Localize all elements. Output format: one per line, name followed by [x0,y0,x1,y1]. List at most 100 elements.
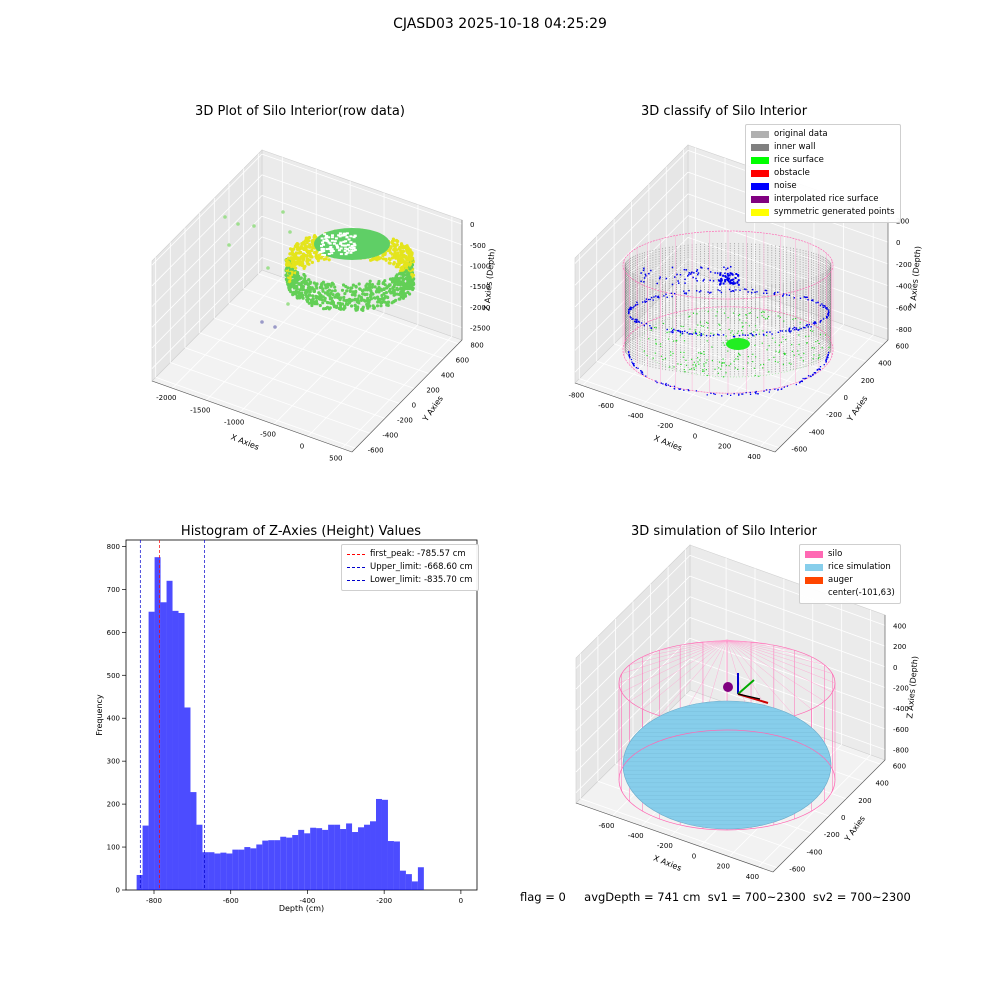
raw-gap-point [320,244,323,247]
raw-data-point [295,295,299,300]
raw-z-tick-label: -1500 [470,283,490,291]
raw-data-point [332,303,336,307]
raw-data-point [408,258,412,262]
classify-rice-point [756,316,759,319]
raw-data-point [312,300,316,304]
status-line: flag = 0 avgDepth = 741 cm sv1 = 700~230… [520,890,911,904]
raw-data-point [288,279,292,283]
classify-rice-point [728,328,730,331]
raw-y-tick-label: 400 [441,372,454,380]
raw-data-3d-plot: -2000-1500-1000-5000500-600-400-20002004… [151,149,497,462]
raw-data-point [392,255,396,259]
classify-rice-point [706,340,708,342]
classify-rice-point [798,343,800,346]
classify-rice-point [680,363,682,365]
raw-data-point [304,236,308,240]
raw-data-point [383,300,387,304]
raw-data-point [392,248,396,252]
classify-rice-point [703,370,705,372]
classify-rice-point [692,312,695,314]
classify-rice-point [707,327,709,329]
classify-rice-point [732,312,735,314]
raw-data-point [386,303,390,307]
raw-data-point [385,286,389,290]
raw-outlier-point [286,302,290,306]
classify-rice-point [714,368,716,370]
raw-data-point [312,235,316,239]
classify-y-tick-label: -400 [809,428,825,436]
classify-y-tick-label: 400 [878,360,891,368]
raw-gap-point [330,239,334,242]
raw-data-point [410,272,414,276]
classify-rice-point [764,318,767,320]
classify-rice-point [747,362,749,364]
raw-data-point [348,297,352,301]
raw-data-point [404,245,408,250]
classify-rice-point [753,367,755,369]
classify-rice-point [654,326,656,329]
raw-gap-point [322,239,326,242]
classify-rice-point [683,351,685,353]
raw-y-tick-label: -400 [382,431,398,439]
classify-rice-point [748,325,750,327]
classify-x-tick-label: 0 [693,432,697,440]
raw-data-point [408,253,413,257]
classify-rice-point [727,350,729,352]
classify-rice-point [660,355,662,357]
classify-rice-point [725,335,727,337]
panel-title-raw: 3D Plot of Silo Interior(row data) [195,104,405,119]
classify-rice-point [768,359,770,361]
classify-rice-point [650,329,652,331]
raw-data-point [301,285,305,289]
raw-grid-y [228,302,430,374]
raw-x-axis-line [151,380,353,453]
raw-data-point [398,297,402,301]
classify-rice-point [662,322,665,325]
raw-z-tick-label: -500 [470,242,486,250]
classify-rice-point [732,334,735,336]
raw-data-point [353,303,357,307]
legend-entry: center(-101,63) [805,587,895,600]
raw-data-point [317,291,321,295]
raw-data-point [353,297,357,301]
raw-gap-point [339,242,343,245]
sim-z-axis-label: Z Axies (Depth) [905,656,919,719]
raw-gap-point [330,248,334,251]
panel-title-classify: 3D classify of Silo Interior [640,104,808,119]
raw-z-tick-label: 0 [470,221,474,229]
raw-data-point [383,252,387,256]
raw-data-point [306,283,310,287]
classify-rice-point [783,352,785,355]
raw-data-point [392,299,396,304]
raw-data-point [389,246,393,250]
classify-rice-point [703,353,705,355]
classify-grid-z [574,171,689,286]
raw-data-point [330,289,334,293]
raw-gap-point [322,250,326,253]
raw-data-point [364,284,368,288]
raw-gap-point [329,246,333,248]
classify-rice-point [677,363,679,365]
classify-rice-point [736,332,738,334]
raw-data-point [377,279,381,284]
classify-rice-point [698,363,700,365]
classify-x-tick-label: -400 [628,412,644,420]
classify-grid-z [574,150,689,264]
raw-data-point [303,277,307,281]
raw-data-point [329,296,334,300]
sim-y-tick-label: 200 [858,797,871,805]
classify-rice-point [718,323,720,325]
raw-data-point [384,258,388,262]
classify-rice-point [817,357,819,360]
classify-rice-point [755,356,757,358]
classify-y-tick-label: 200 [861,377,874,385]
classify-rice-point [718,361,721,363]
classify-rice-point [701,352,703,355]
classify-rice-point [703,365,705,367]
raw-grid-z [261,153,463,225]
raw-gap-point [344,232,347,235]
raw-data-point [389,291,393,295]
classify-rice-point [728,365,730,367]
classify-rice-point [655,342,657,344]
classify-rice-point [791,350,793,352]
